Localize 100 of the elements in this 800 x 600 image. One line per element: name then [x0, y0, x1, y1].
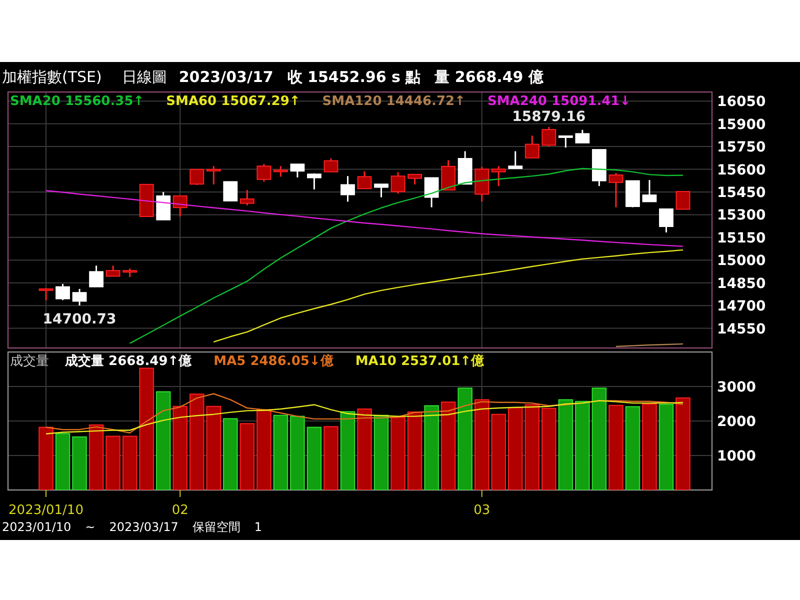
text: 2023/01/10 [2, 520, 72, 534]
bar [658, 404, 674, 490]
candlestick [223, 181, 238, 202]
bar [240, 423, 255, 490]
bar [625, 406, 640, 490]
candlestick [206, 165, 221, 186]
text: 收 15452.96 s 點 [287, 68, 421, 86]
candlestick [324, 157, 338, 173]
text: 2023/03/17 [109, 520, 178, 534]
chart-title: 加權指數(TSE) [2, 68, 102, 86]
bar [290, 416, 305, 490]
text: MA10 2537.01↑億 [355, 353, 486, 369]
bar [592, 388, 607, 490]
bar [491, 414, 506, 490]
line-series [213, 249, 684, 343]
bar [206, 406, 222, 490]
candlestick [608, 172, 624, 208]
y-tick-label: 14700 [717, 298, 766, 315]
candlestick [72, 288, 87, 306]
bar [357, 408, 372, 490]
candlestick [106, 264, 120, 277]
candlestick [408, 174, 422, 186]
text: SMA60 15067.29↑ [166, 94, 300, 109]
y-tick-label: 15150 [717, 230, 766, 246]
candlestick [524, 134, 540, 159]
bar [558, 399, 574, 490]
bar [189, 394, 204, 490]
line-series [45, 190, 684, 247]
bar [172, 406, 188, 490]
line-series [45, 400, 684, 434]
text: SMA240 15091.41↓ [487, 94, 631, 109]
bar [139, 368, 154, 490]
y-tick-label: 3000 [717, 380, 756, 396]
candlestick [357, 170, 372, 190]
bar [608, 404, 624, 490]
text: ~ [85, 520, 96, 534]
bar [72, 436, 87, 490]
annotation: 15879.16 [512, 108, 586, 125]
candlestick [374, 183, 388, 198]
candlestick [38, 287, 54, 302]
candlestick [190, 168, 204, 186]
bar [106, 436, 120, 490]
candlestick [659, 208, 674, 234]
candlestick [558, 134, 573, 148]
y-tick-label: 15750 [717, 140, 766, 156]
y-tick-label: 15300 [717, 208, 766, 224]
chart-subtitle: 日線圖 [122, 68, 167, 86]
bar [390, 416, 406, 490]
bar [440, 402, 456, 490]
bar [542, 408, 556, 490]
candlestick [340, 175, 355, 202]
y-tick-label: 15000 [717, 253, 766, 270]
y-tick-label: 16050 [717, 94, 766, 110]
candlestick [575, 129, 590, 144]
text: 保留空間 [192, 520, 240, 534]
candlestick [491, 165, 506, 187]
bar [474, 399, 490, 490]
bar [524, 404, 540, 490]
text: 2023/03/17 [178, 68, 274, 86]
candlestick [441, 159, 456, 191]
bar [223, 418, 238, 490]
bar [38, 426, 54, 490]
candlestick [290, 163, 305, 178]
bar [122, 436, 138, 490]
bar [374, 414, 389, 490]
series-label: 成交量 2668.49↑億 [64, 353, 193, 369]
x-tick-label: 02 [172, 503, 188, 518]
bar [55, 433, 70, 490]
bar [676, 397, 690, 490]
bar [458, 388, 472, 490]
bar [340, 411, 356, 490]
bar [407, 411, 422, 490]
series-label: MA5 2486.05↓億 [214, 353, 334, 369]
text: 1 [254, 520, 262, 534]
y-tick-label: 1000 [717, 448, 756, 464]
candlestick [273, 165, 288, 178]
bar [508, 407, 523, 490]
candlestick [156, 191, 171, 221]
candlestick [307, 172, 322, 190]
bar [273, 414, 288, 490]
candlestick [56, 283, 70, 301]
candlestick [424, 176, 439, 208]
bar [256, 409, 272, 490]
y-axis-title: 成交量 [10, 353, 49, 369]
bar [306, 426, 322, 490]
bar [88, 424, 104, 490]
bar [642, 404, 657, 490]
bar [324, 426, 338, 490]
line-series [45, 393, 684, 434]
bar [156, 391, 171, 490]
text: SMA120 14446.72↑ [322, 94, 466, 109]
y-tick-label: 14850 [717, 276, 766, 292]
candlestick [172, 195, 188, 218]
candlestick [508, 150, 523, 170]
bar [424, 405, 439, 490]
y-tick-label: 15600 [717, 162, 766, 178]
candlestick [256, 163, 272, 182]
line-series [129, 168, 684, 344]
y-tick-label: 15900 [717, 116, 766, 133]
candlestick [642, 179, 657, 202]
